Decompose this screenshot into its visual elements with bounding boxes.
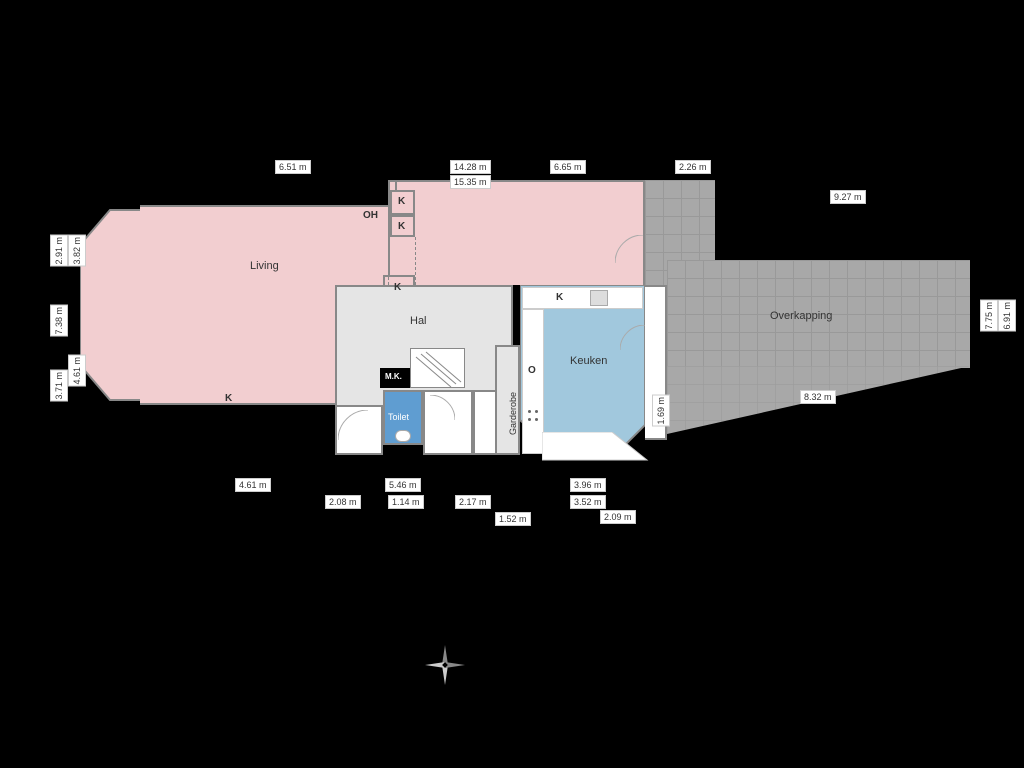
- oh-marker: OH: [363, 210, 378, 221]
- dimension-label: 3.96 m: [570, 478, 606, 492]
- compass-rose: [420, 640, 470, 690]
- dimension-label: 9.27 m: [830, 190, 866, 204]
- toilet-fixture: [395, 430, 411, 442]
- dimension-label: 2.26 m: [675, 160, 711, 174]
- toilet-label: Toilet: [388, 412, 409, 422]
- dimension-label: 1.69 m: [652, 395, 670, 427]
- hal-label: Hal: [410, 315, 427, 327]
- door-arc-1: [338, 410, 368, 440]
- dimension-label: 6.51 m: [275, 160, 311, 174]
- stairs: [410, 348, 465, 388]
- counter-top: [522, 287, 643, 309]
- dashed-divider2: [415, 237, 416, 285]
- dimension-label: 2.17 m: [455, 495, 491, 509]
- mk-label: M.K.: [385, 372, 402, 381]
- keuken-label: Keuken: [570, 355, 607, 367]
- dimension-label: 2.08 m: [325, 495, 361, 509]
- k-marker-2: K: [398, 221, 405, 232]
- dimension-label: 4.61 m: [235, 478, 271, 492]
- k-marker-3: K: [394, 282, 401, 293]
- dimension-label: 7.75 m: [980, 300, 998, 332]
- dimension-label: 5.46 m: [385, 478, 421, 492]
- dimension-label: 1.52 m: [495, 512, 531, 526]
- dimension-label: 8.32 m: [800, 390, 836, 404]
- dimension-label: 6.91 m: [998, 300, 1016, 332]
- dimension-label: 7.38 m: [50, 305, 68, 337]
- cooktop: [526, 408, 540, 428]
- dimension-label: 15.35 m: [450, 175, 491, 189]
- floorplan-canvas: Living Hal M.K. Toilet Garderobe Keuken: [80, 160, 980, 530]
- dimension-label: 2.91 m: [50, 235, 68, 267]
- dimension-label: 1.14 m: [388, 495, 424, 509]
- k-marker-1: K: [398, 196, 405, 207]
- dimension-label: 6.65 m: [550, 160, 586, 174]
- garderobe-label: Garderobe: [508, 392, 518, 435]
- dimension-label: 3.52 m: [570, 495, 606, 509]
- dashed-divider: [388, 237, 389, 285]
- dimension-label: 3.71 m: [50, 370, 68, 402]
- door-arc-3: [615, 235, 643, 263]
- door-arc-2: [430, 395, 455, 420]
- dimension-label: 2.09 m: [600, 510, 636, 524]
- living-bay: [80, 205, 145, 405]
- dimension-label: 14.28 m: [450, 160, 491, 174]
- o-marker: O: [528, 365, 536, 376]
- counter-left: [522, 309, 544, 454]
- overkapping-label: Overkapping: [770, 310, 832, 322]
- k-marker-bottom: K: [225, 393, 232, 404]
- dimension-label: 4.61 m: [68, 355, 86, 387]
- sink: [590, 290, 608, 306]
- counter-angled: [542, 432, 652, 462]
- door-arc-4: [620, 325, 645, 350]
- k-marker-4: K: [556, 292, 563, 303]
- dimension-label: 3.82 m: [68, 235, 86, 267]
- living-label: Living: [250, 260, 279, 272]
- living-extension: [388, 180, 645, 285]
